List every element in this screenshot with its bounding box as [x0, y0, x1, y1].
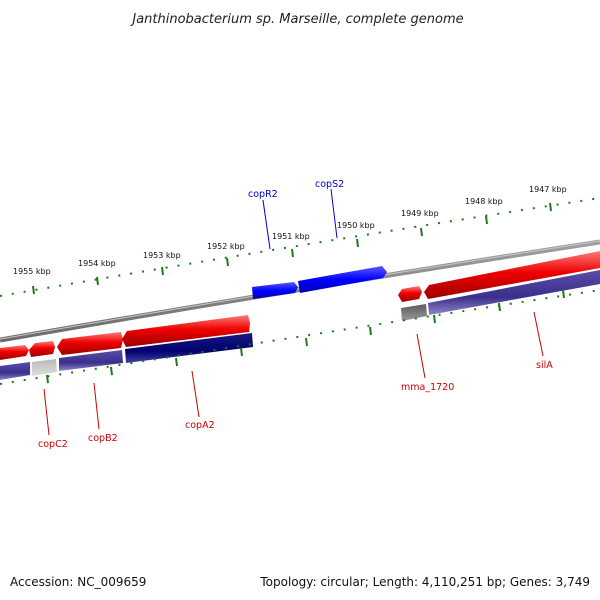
scale-labels: 1955 kbp 1954 kbp 1953 kbp 1952 kbp 1951… — [13, 185, 567, 276]
gene-copS2[interactable] — [298, 266, 387, 293]
scale-label-1954: 1954 kbp — [78, 259, 116, 268]
accession-text: Accession: NC_009659 — [10, 575, 146, 589]
scale-label-1949: 1949 kbp — [401, 209, 439, 218]
gene-forward-5[interactable] — [398, 286, 422, 302]
leader-silA — [533, 311, 544, 357]
upper-scale-ticks — [0, 197, 600, 297]
gene-label-silA[interactable]: silA — [536, 360, 553, 371]
gene-label-copR2[interactable]: copR2 — [248, 189, 278, 200]
gene-reverse-1[interactable] — [0, 362, 30, 380]
gene-copB2[interactable] — [59, 350, 123, 371]
scale-label-1948: 1948 kbp — [465, 197, 503, 206]
gene-mma_1720[interactable] — [401, 304, 427, 321]
leader-mma_1720 — [416, 333, 426, 379]
leader-copB2 — [93, 382, 100, 430]
lower-scale-major-ticks — [46, 289, 565, 384]
gene-forward-3[interactable] — [57, 332, 123, 355]
topology-text: Topology: circular; Length: 4,110,251 bp… — [259, 575, 590, 589]
scale-label-1947: 1947 kbp — [529, 185, 567, 194]
gene-label-copA2[interactable]: copA2 — [185, 420, 215, 431]
map-title: Janthinobacterium sp. Marseille, complet… — [129, 12, 463, 27]
gene-copR2[interactable] — [252, 282, 298, 299]
gene-forward-1[interactable] — [0, 345, 29, 360]
gene-forward-4[interactable] — [122, 315, 250, 347]
gene-silA[interactable] — [428, 270, 600, 315]
gene-copA2[interactable] — [125, 333, 253, 363]
scale-label-1950: 1950 kbp — [337, 221, 375, 230]
gene-label-copB2[interactable]: copB2 — [88, 433, 118, 444]
gene-label-copC2[interactable]: copC2 — [38, 439, 68, 450]
scale-label-1953: 1953 kbp — [143, 251, 181, 260]
gene-label-copS2[interactable]: copS2 — [315, 179, 344, 190]
leader-copR2 — [262, 199, 271, 250]
scale-label-1955: 1955 kbp — [13, 267, 51, 276]
gene-forward-2[interactable] — [29, 341, 55, 357]
scale-label-1951: 1951 kbp — [272, 232, 310, 241]
gene-copC2[interactable] — [32, 359, 57, 376]
leader-copS2 — [330, 188, 338, 239]
upper-scale-major-ticks — [32, 202, 552, 295]
scale-label-1952: 1952 kbp — [207, 242, 245, 251]
leader-copC2 — [43, 388, 50, 436]
gene-label-mma_1720[interactable]: mma_1720 — [401, 382, 454, 393]
lower-scale-ticks — [0, 289, 600, 385]
gene-silA-forward[interactable] — [424, 251, 600, 299]
leader-copA2 — [191, 370, 200, 418]
